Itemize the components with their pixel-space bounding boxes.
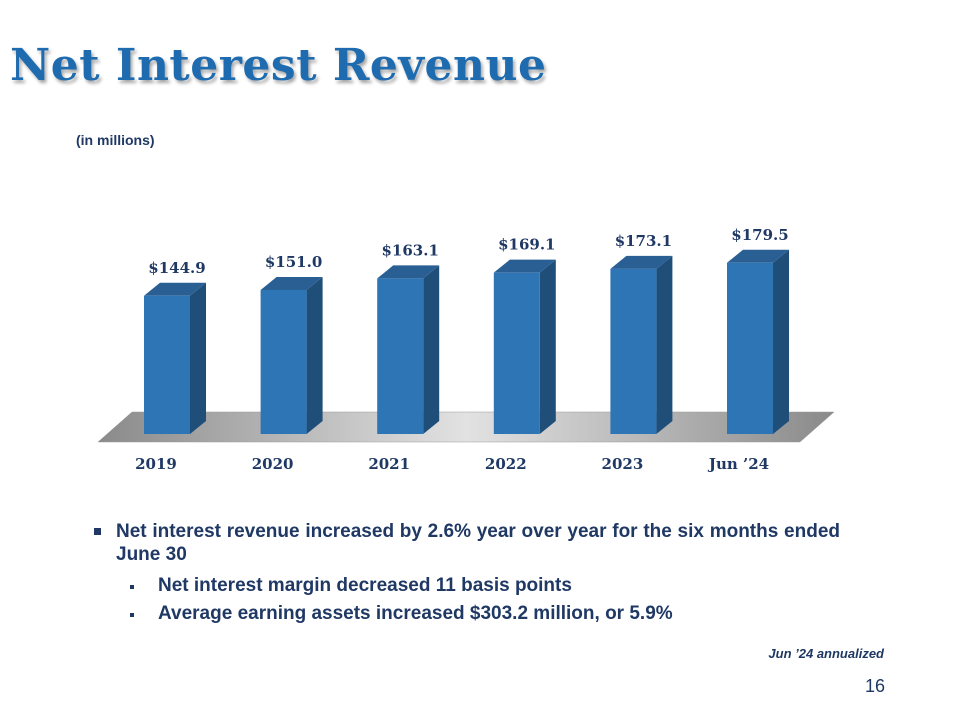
bar-side bbox=[306, 276, 323, 434]
bullet-list: Net interest revenue increased by 2.6% y… bbox=[92, 520, 840, 628]
bar-side bbox=[190, 282, 206, 434]
chart-floor bbox=[97, 411, 835, 443]
bar bbox=[727, 262, 773, 434]
units-note: (in millions) bbox=[76, 132, 155, 148]
bar-side bbox=[773, 249, 789, 434]
bar-data-label: $144.9 bbox=[148, 259, 205, 277]
sub-bullet-item: Average earning assets increased $303.2 … bbox=[116, 600, 840, 628]
bar-data-label: $169.1 bbox=[498, 236, 555, 254]
bar bbox=[377, 278, 424, 434]
x-tick-label: 2020 bbox=[252, 455, 294, 473]
bar bbox=[493, 272, 540, 434]
bar bbox=[144, 295, 190, 434]
x-tick-label: Jun ’24 bbox=[707, 455, 769, 473]
bar-top bbox=[377, 265, 440, 279]
bar-top bbox=[260, 276, 323, 290]
bullet-text: Net interest revenue increased by 2.6% y… bbox=[116, 521, 840, 565]
x-tick-label: 2022 bbox=[485, 455, 527, 473]
x-tick-label: 2019 bbox=[135, 455, 177, 473]
bar-top bbox=[610, 255, 673, 269]
bar-side bbox=[656, 255, 673, 434]
bar bbox=[260, 289, 307, 434]
page-title: Net Interest Revenue bbox=[10, 40, 547, 91]
bar-chart: $144.9 2019 $151.0 2020 $163.1 2021 $169.1 2022… bbox=[97, 226, 835, 473]
bullet-item: Net interest revenue increased by 2.6% y… bbox=[92, 520, 840, 628]
bar-top bbox=[144, 282, 206, 296]
bar-top bbox=[727, 249, 789, 263]
bar bbox=[610, 268, 657, 434]
bar-data-label: $173.1 bbox=[615, 232, 672, 250]
page-number: 16 bbox=[864, 676, 885, 696]
bar-top bbox=[493, 259, 556, 273]
bar-data-label: $151.0 bbox=[265, 253, 322, 271]
bar-data-label: $163.1 bbox=[381, 241, 438, 259]
x-tick-label: 2023 bbox=[602, 455, 644, 473]
sub-bullet-item: Net interest margin decreased 11 basis p… bbox=[116, 572, 840, 600]
sub-bullet-list: Net interest margin decreased 11 basis p… bbox=[116, 572, 840, 628]
bar-side bbox=[539, 259, 556, 434]
footnote: Jun ’24 annualized bbox=[768, 646, 884, 661]
bar-data-label: $179.5 bbox=[731, 226, 788, 244]
bar-side bbox=[423, 265, 440, 434]
x-tick-label: 2021 bbox=[368, 455, 410, 473]
